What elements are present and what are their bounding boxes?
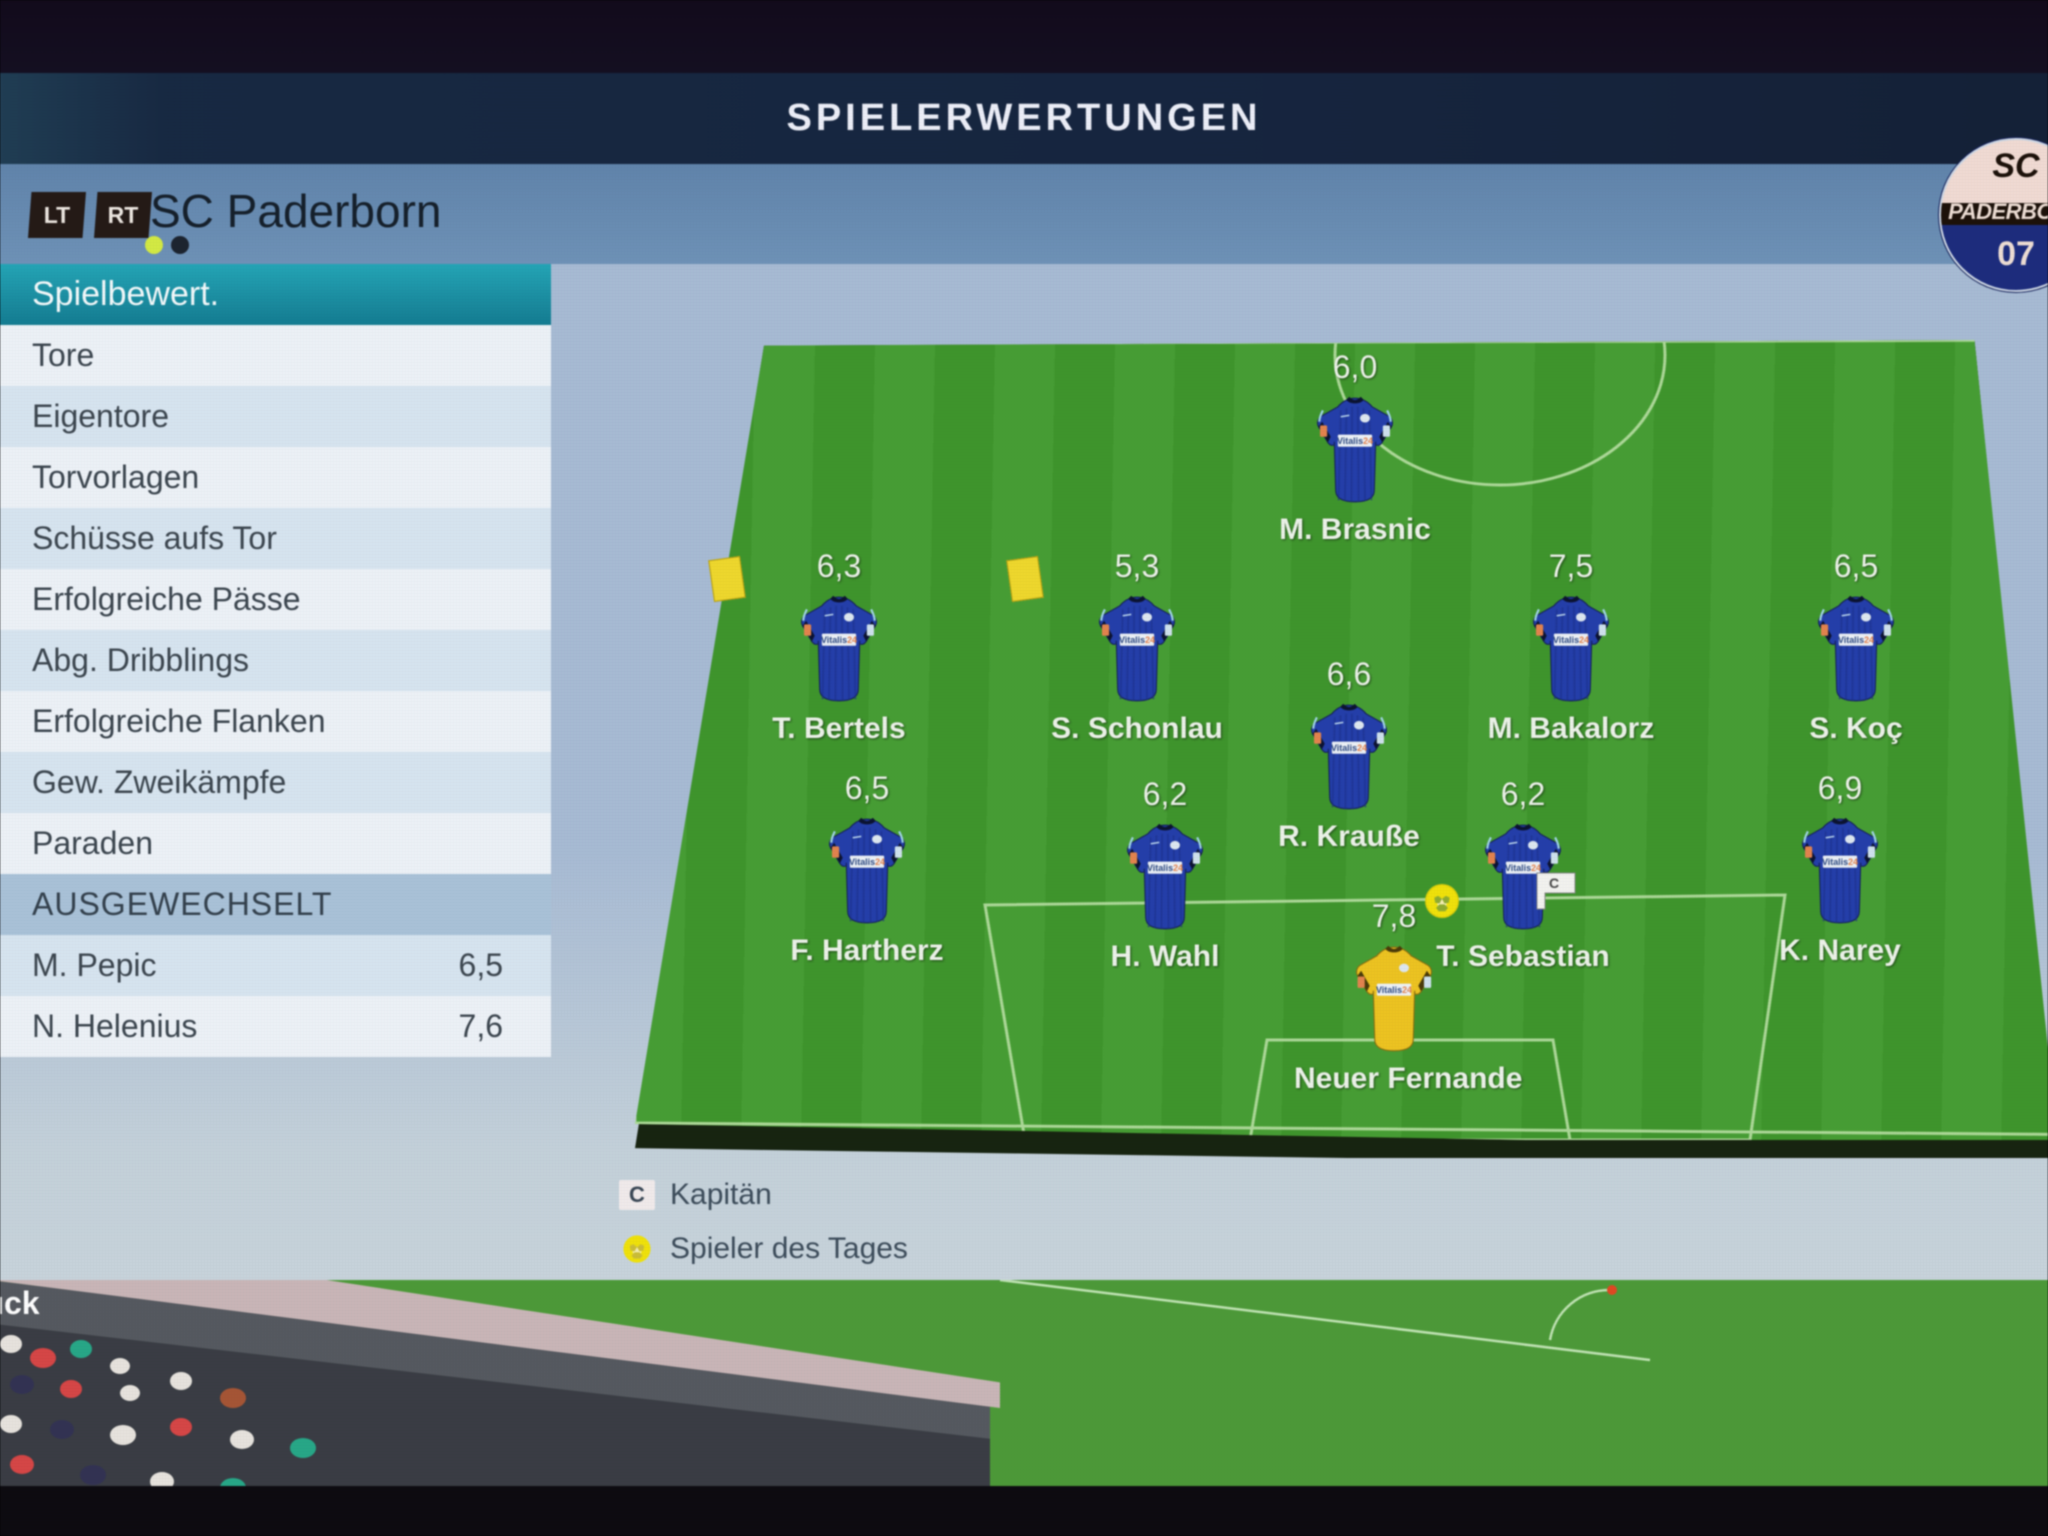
svg-text:SC: SC [1992, 147, 2040, 185]
svg-text:PADERBORN: PADERBORN [1948, 199, 2048, 224]
svg-text:07: 07 [1997, 235, 2035, 273]
svg-text:C: C [1549, 875, 1559, 891]
